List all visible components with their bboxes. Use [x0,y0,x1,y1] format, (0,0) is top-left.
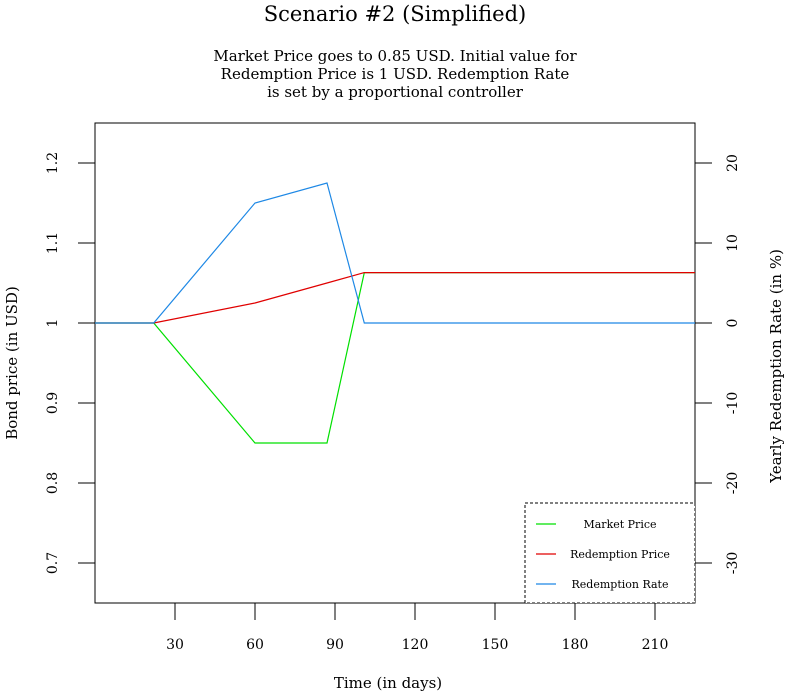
x-tick-label: 180 [562,637,589,653]
series-line-market-price [95,272,695,444]
chart-title: Scenario #2 (Simplified) [264,2,526,26]
legend-label-redemption-rate: Redemption Rate [572,578,669,591]
y-axis-right-label: Yearly Redemption Rate (in %) [767,249,785,484]
y-left-tick-label: 0.8 [45,472,61,494]
y-right-tick-label: 0 [725,319,741,328]
y-left-tick-label: 1.1 [45,232,61,254]
plot-area [94,122,696,604]
y-right-tick-label: -10 [725,392,741,415]
y-axis-left: 0.7 0.8 0.9 1 1.1 1.2 [45,152,95,574]
y-left-tick-label: 0.9 [45,392,61,414]
chart-subtitle-line-1: Market Price goes to 0.85 USD. Initial v… [213,47,577,65]
x-axis: 30 60 90 120 150 180 210 [166,603,668,653]
y-axis-right: -30 -20 -10 0 10 20 [695,154,741,574]
series-line-redemption-price [95,272,695,324]
legend-label-redemption-price: Redemption Price [570,548,670,561]
x-tick-label: 30 [166,637,184,653]
chart-subtitle-line-3: is set by a proportional controller [267,83,524,101]
y-left-tick-label: 0.7 [45,552,61,574]
series-line-redemption-rate [95,182,695,324]
y-left-tick-label: 1.2 [45,152,61,174]
x-axis-label: Time (in days) [334,674,442,692]
y-right-tick-label: 10 [725,234,741,252]
y-left-tick-label: 1 [45,319,61,328]
x-tick-label: 60 [246,637,264,653]
x-tick-label: 210 [642,637,669,653]
series-lines [95,182,695,444]
legend-label-market-price: Market Price [583,518,656,531]
legend-box [524,502,696,604]
chart-subtitle-line-2: Redemption Price is 1 USD. Redemption Ra… [221,65,570,83]
legend: Market Price Redemption Price Redemption R… [524,502,696,604]
x-tick-label: 90 [326,637,344,653]
x-tick-label: 150 [482,637,509,653]
x-tick-label: 120 [402,637,429,653]
y-right-tick-label: 20 [725,154,741,172]
y-right-tick-label: -20 [725,472,741,495]
y-axis-left-label: Bond price (in USD) [3,286,21,440]
y-right-tick-label: -30 [725,552,741,575]
